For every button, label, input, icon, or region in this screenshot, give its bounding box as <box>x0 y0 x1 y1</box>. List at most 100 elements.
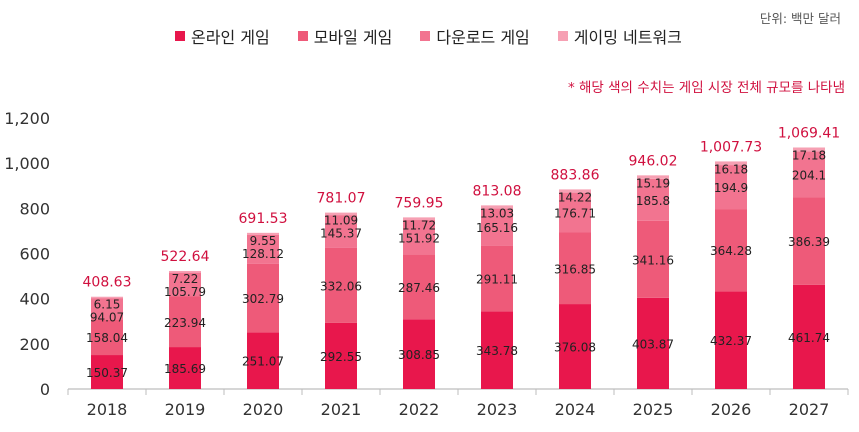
x-tick-label: 2020 <box>243 400 284 419</box>
legend-swatch-mobile <box>297 31 308 41</box>
data-label-online: 343.78 <box>476 344 518 358</box>
bar-segment-network <box>793 147 825 152</box>
data-label-network: 14.22 <box>558 190 592 204</box>
total-label: 522.64 <box>161 249 210 265</box>
bar-segment-network <box>559 189 591 193</box>
legend-label-download: 다운로드 게임 <box>436 28 530 47</box>
x-tick-label: 2019 <box>165 400 206 419</box>
bar-segment-download <box>481 208 513 246</box>
data-label-mobile: 364.28 <box>710 244 752 258</box>
data-label-download: 185.8 <box>636 194 670 208</box>
unit-label: 단위: 백만 달러 <box>759 11 841 26</box>
data-label-online: 185.69 <box>164 362 206 376</box>
data-label-download: 194.9 <box>714 181 748 195</box>
data-label-mobile: 291.11 <box>476 272 518 286</box>
data-label-network: 15.19 <box>636 176 670 190</box>
data-label-download: 105.79 <box>164 285 206 299</box>
bar-segment-mobile <box>637 220 669 298</box>
data-label-download: 151.92 <box>398 231 440 245</box>
data-label-network: 16.18 <box>714 162 748 176</box>
data-label-mobile: 316.85 <box>554 262 596 276</box>
bar-segment-mobile <box>715 209 747 292</box>
total-label: 1,069.41 <box>778 125 840 141</box>
bar-segment-mobile <box>559 232 591 305</box>
data-label-mobile: 332.06 <box>320 279 362 293</box>
legend-swatch-network <box>557 31 568 41</box>
chart-legend: 온라인 게임 모바일 게임 다운로드 게임 게이밍 네트워크 <box>175 24 682 48</box>
data-label-network: 13.03 <box>480 206 514 220</box>
total-label: 759.95 <box>395 195 444 211</box>
legend-swatch-online <box>175 31 185 41</box>
data-label-download: 165.16 <box>476 221 518 235</box>
bar-segment-network <box>715 161 747 166</box>
data-label-download: 204.1 <box>792 168 826 182</box>
data-label-online: 432.37 <box>710 334 752 348</box>
bar-segment-download <box>637 178 669 221</box>
x-tick-label: 2027 <box>789 400 830 419</box>
total-label: 946.02 <box>629 153 678 169</box>
legend-swatch-download <box>420 31 431 41</box>
bar-segment-online <box>637 297 669 389</box>
y-tick-label: 1,200 <box>4 109 50 128</box>
bar-segment-network <box>325 212 357 216</box>
bar-segment-download <box>403 220 435 255</box>
bar-segment-download <box>169 272 201 297</box>
data-label-mobile: 302.79 <box>242 292 284 306</box>
bar-segment-download <box>715 165 747 210</box>
bar-segment-online <box>481 311 513 389</box>
bar-segment-mobile <box>169 296 201 348</box>
x-tick-label: 2021 <box>321 400 362 419</box>
data-label-online: 251.07 <box>242 355 284 369</box>
bar-segment-mobile <box>325 247 357 323</box>
y-tick-label: 400 <box>19 290 50 309</box>
x-tick-label: 2023 <box>477 400 518 419</box>
bar-segment-online <box>169 347 201 389</box>
data-label-mobile: 341.16 <box>632 253 674 267</box>
bar-segment-online <box>793 284 825 389</box>
bar-segment-network <box>169 270 201 273</box>
bar-segment-mobile <box>247 263 279 333</box>
data-label-download: 128.12 <box>242 247 284 261</box>
data-label-mobile: 223.94 <box>164 316 206 330</box>
legend-label-mobile: 모바일 게임 <box>313 28 393 47</box>
x-tick-label: 2024 <box>555 400 596 419</box>
data-label-download: 94.07 <box>90 311 124 325</box>
legend-item-download: 다운로드 게임 <box>420 24 530 48</box>
data-label-download: 145.37 <box>320 227 362 241</box>
bar-segment-network <box>481 205 513 209</box>
data-label-network: 6.15 <box>94 298 121 312</box>
bar-segment-network <box>247 232 279 235</box>
data-label-network: 9.55 <box>250 234 277 248</box>
x-tick-label: 2018 <box>87 400 128 419</box>
bar-segment-mobile <box>403 254 435 320</box>
total-label: 781.07 <box>317 191 366 207</box>
legend-label-network: 게이밍 네트워크 <box>573 28 682 47</box>
bar-segment-network <box>91 296 123 299</box>
bar-segment-download <box>793 151 825 198</box>
y-tick-label: 0 <box>40 380 50 399</box>
bar-segment-download <box>91 298 123 320</box>
data-label-network: 11.09 <box>324 214 358 228</box>
data-label-download: 176.71 <box>554 207 596 221</box>
bar-segment-download <box>559 192 591 233</box>
data-label-online: 292.55 <box>320 350 362 364</box>
total-label: 1,007.73 <box>700 139 762 155</box>
y-tick-label: 200 <box>19 335 50 354</box>
data-label-mobile: 386.39 <box>788 235 830 249</box>
bar-segment-online <box>247 332 279 389</box>
bar-segment-download <box>247 234 279 264</box>
data-label-online: 403.87 <box>632 337 674 351</box>
total-label: 813.08 <box>473 183 522 199</box>
legend-item-mobile: 모바일 게임 <box>297 24 393 48</box>
total-label: 408.63 <box>83 275 132 291</box>
total-label: 691.53 <box>239 211 288 227</box>
x-tick-label: 2025 <box>633 400 674 419</box>
y-tick-label: 800 <box>19 199 50 218</box>
bar-segment-online <box>559 304 591 389</box>
x-tick-label: 2026 <box>711 400 752 419</box>
legend-item-online: 온라인 게임 <box>175 24 270 48</box>
bar-segment-online <box>325 322 357 389</box>
bar-segment-online <box>715 291 747 389</box>
data-label-online: 376.08 <box>554 341 596 355</box>
